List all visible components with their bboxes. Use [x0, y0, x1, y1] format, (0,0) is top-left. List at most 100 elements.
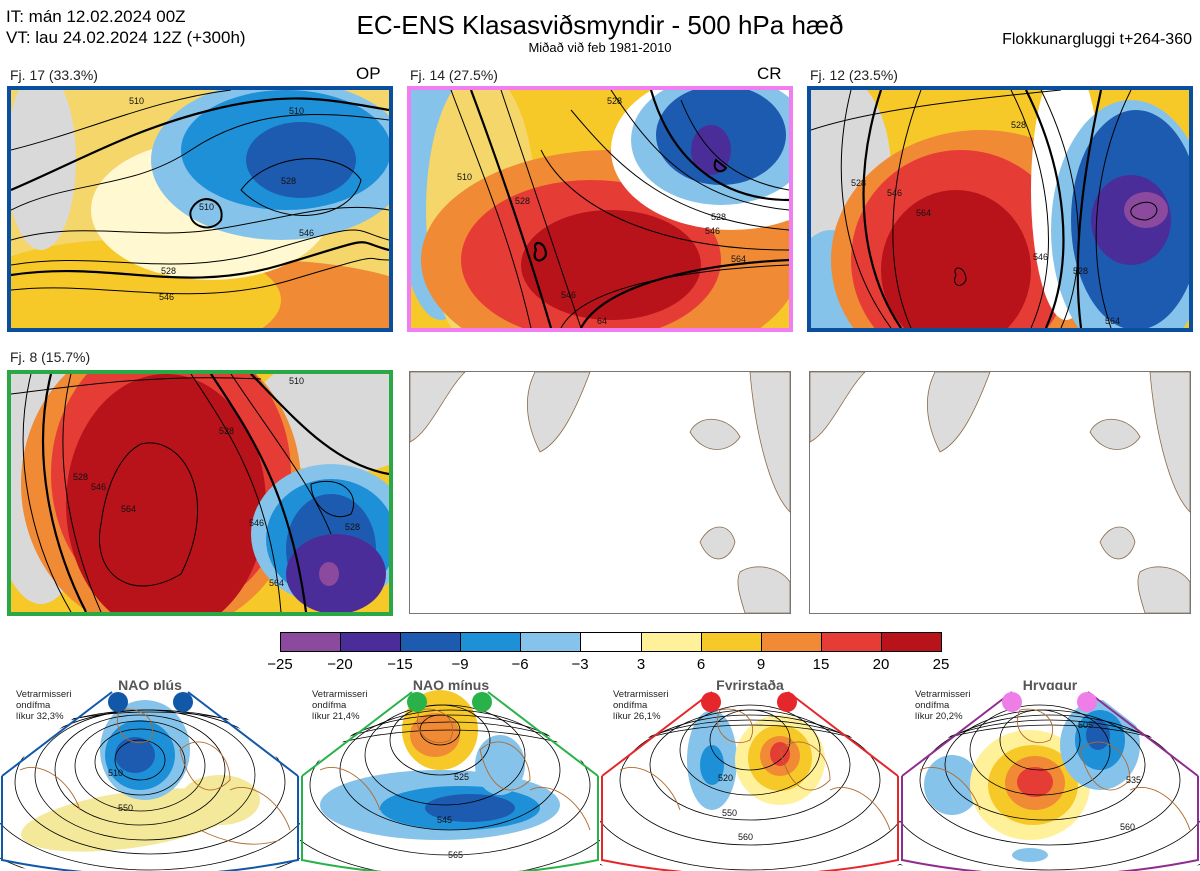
cluster-4-contour-label: 546 [249, 518, 265, 528]
regime-3-contour-label: 560 [738, 832, 754, 842]
regime-2-note: Vetrarmisseri ondífma líkur 21,4% [312, 689, 367, 722]
cluster-3-contour-label: 564 [916, 208, 932, 218]
cluster-2-contour-label: 528 [607, 96, 623, 106]
empty-map-5 [409, 371, 791, 614]
cluster-2-contour-label: 64 [597, 316, 608, 326]
cluster-1-contour-label: 546 [159, 292, 175, 302]
regime-3-map [600, 690, 900, 871]
regime-1-title: NAO plús [118, 677, 182, 693]
colorbar-segment [821, 633, 882, 651]
cluster-1-contour-label: 510 [199, 202, 215, 212]
regime-1-dot [173, 692, 193, 712]
page-subtitle: Miðað við feb 1981-2010 [528, 40, 672, 55]
regime-note-line: Vetrarmisseri [312, 689, 368, 700]
regime-3-title: Fyrirstaða [716, 677, 784, 693]
colorbar-tick: −9 [451, 656, 469, 673]
header-times: IT: mán 12.02.2024 00Z VT: lau 24.02.202… [6, 6, 246, 48]
colorbar [280, 632, 942, 652]
regime-2-contour-label: 525 [454, 772, 470, 782]
valid-time: VT: lau 24.02.2024 12Z (+300h) [6, 28, 246, 47]
colorbar-tick: −15 [387, 656, 413, 673]
colorbar-segment [701, 633, 762, 651]
regime-note-line: Vetrarmisseri [16, 689, 72, 700]
cluster-2-contour-label: 528 [515, 196, 531, 206]
regime-2-map [300, 690, 600, 871]
regime-4-contour-label: 505 [1078, 720, 1094, 730]
cluster-4-contour-label: 510 [289, 376, 305, 386]
regime-3-contour-label: 550 [722, 808, 738, 818]
colorbar-tick: 9 [756, 656, 766, 673]
colorbar-segment [581, 633, 642, 651]
regime-2-contour-label: 565 [448, 850, 464, 860]
regime-4-map [900, 690, 1200, 871]
cluster-1-contour-label: 510 [289, 106, 305, 116]
regime-note-line: líkur 21,4% [312, 711, 360, 722]
cluster-1-tag: OP [356, 64, 381, 83]
cluster-4-contour-label: 528 [345, 522, 361, 532]
colorbar-segment [401, 633, 462, 651]
regime-2-dot [472, 692, 492, 712]
regime-note-line: Vetrarmisseri [613, 689, 669, 700]
colorbar-tick: 25 [932, 656, 950, 673]
regime-4-contour-label: 560 [1120, 822, 1136, 832]
cluster-1-map: 510 510 528 510 546 528 546 [7, 86, 393, 332]
regime-note-line: líkur 20,2% [915, 711, 963, 722]
cluster-2-contour-label: 528 [711, 212, 727, 222]
colorbar-tick: 6 [696, 656, 706, 673]
cluster-3-contour-label: 546 [887, 188, 903, 198]
colorbar-tick: −6 [511, 656, 529, 673]
issue-time: IT: mán 12.02.2024 00Z [6, 7, 186, 26]
colorbar-tick: −20 [327, 656, 353, 673]
cluster-1-contour-label: 510 [129, 96, 145, 106]
regime-note-line: ondífma [915, 700, 950, 711]
cluster-3-label: Fj. 12 (23.5%) [810, 67, 898, 83]
cluster-3-contour-label: 528 [1073, 266, 1089, 276]
colorbar-tick: 15 [812, 656, 830, 673]
cluster-2-contour-label: 546 [561, 290, 577, 300]
regime-4-dot [1002, 692, 1022, 712]
regime-1-map [0, 690, 300, 871]
regime-3-contour-label: 520 [718, 773, 734, 783]
cluster-window: Flokkunargluggi t+264-360 [1002, 31, 1192, 48]
regime-2-dot [407, 692, 427, 712]
regime-note-line: líkur 26,1% [613, 711, 661, 722]
cluster-3-contour-label: 528 [1011, 120, 1027, 130]
regime-4-title: Hryggur [1022, 677, 1078, 693]
page-title: EC-ENS Klasasviðsmyndir - 500 hPa hæð [356, 10, 844, 40]
cluster-2-map: 528 510 528 528 546 564 546 64 [407, 86, 793, 332]
regime-3-dot [701, 692, 721, 712]
cluster-2-contour-label: 546 [705, 226, 721, 236]
regime-note-line: ondífma [312, 700, 347, 711]
regime-2-title: NAO mínus [412, 677, 490, 693]
colorbar-segment [761, 633, 822, 651]
cluster-4-contour-label: 528 [219, 426, 235, 436]
regime-4-dot [1077, 692, 1097, 712]
regime-3-dot [777, 692, 797, 712]
regime-note-line: Vetrarmisseri [915, 689, 971, 700]
cluster-4-label: Fj. 8 (15.7%) [10, 349, 91, 365]
regime-3-note: Vetrarmisseri ondífma líkur 26,1% [613, 689, 668, 722]
cluster-2-contour-label: 564 [731, 254, 747, 264]
cluster-4-contour-label: 528 [73, 472, 89, 482]
colorbar-tick: 20 [872, 656, 890, 673]
cluster-3-contour-label: 546 [1033, 252, 1049, 262]
colorbar-segment [461, 633, 522, 651]
colorbar-tick: −3 [571, 656, 589, 673]
cluster-1-label: Fj. 17 (33.3%) [10, 67, 98, 83]
cluster-1-contour-label: 528 [161, 266, 177, 276]
cluster-2-tag: CR [757, 64, 782, 83]
colorbar-segment [641, 633, 702, 651]
cluster-1-contour-label: 528 [281, 176, 297, 186]
colorbar-segment [281, 633, 342, 651]
regime-note-line: ondífma [16, 700, 51, 711]
colorbar-segment [521, 633, 582, 651]
regime-4-note: Vetrarmisseri ondífma líkur 20,2% [915, 689, 970, 722]
cluster-2-label: Fj. 14 (27.5%) [410, 67, 498, 83]
regime-1-contour-label: 510 [108, 768, 124, 778]
cluster-3-map: 528 528 546 564 546 528 564 [807, 86, 1193, 332]
cluster-4-contour-label: 564 [121, 504, 137, 514]
regime-note-line: ondífma [613, 700, 648, 711]
colorbar-segment [881, 633, 942, 651]
colorbar-tick: 3 [636, 656, 646, 673]
cluster-1-contour-label: 546 [299, 228, 315, 238]
